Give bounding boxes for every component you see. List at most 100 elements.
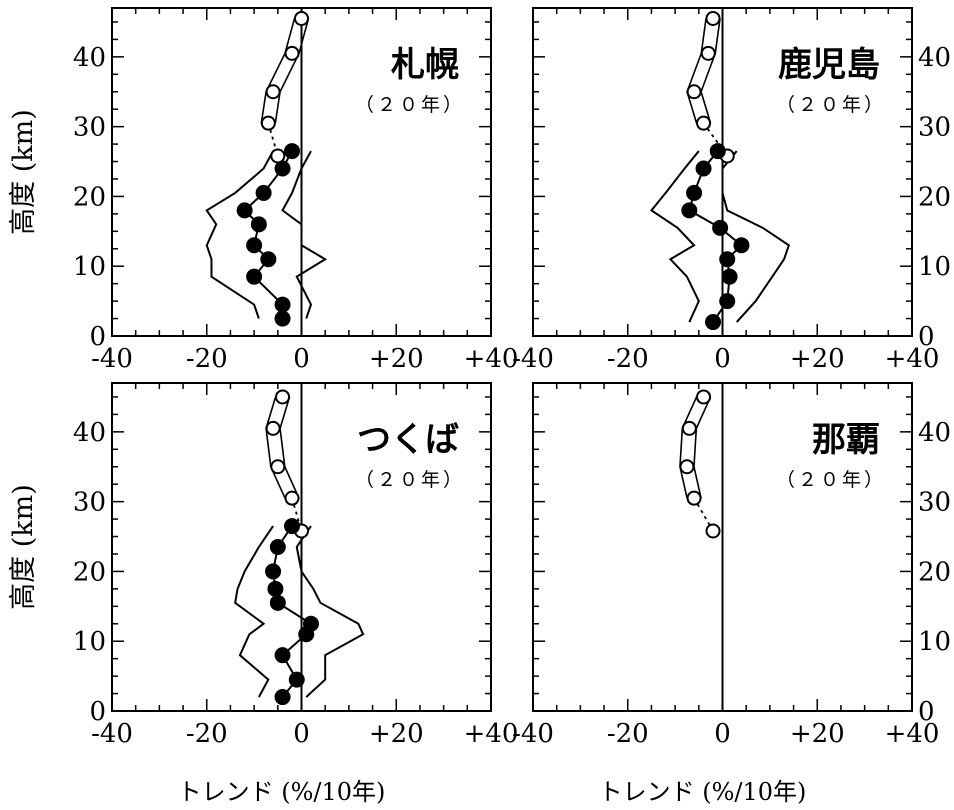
filled-marker	[274, 310, 291, 327]
y-axis-title: 高度 (km)	[8, 109, 39, 235]
x-tick-label: -40	[512, 344, 554, 374]
open-marker	[265, 420, 281, 436]
filled-marker	[274, 689, 291, 706]
filled-marker	[686, 184, 703, 201]
x-tick-label: 0	[293, 719, 310, 749]
open-band-right	[279, 396, 300, 499]
period-label: （２０年）	[355, 469, 465, 491]
filled-marker	[250, 216, 267, 233]
open-band-left	[260, 18, 296, 124]
x-tick-label: -20	[186, 344, 228, 374]
envelope-right	[721, 150, 791, 323]
y-tick-label: 20	[73, 557, 106, 587]
y-tick-label: 20	[918, 557, 951, 587]
filled-marker	[274, 296, 291, 313]
y-axis-title: 高度 (km)	[8, 484, 39, 610]
y-tick-label: 30	[918, 488, 951, 518]
filled-marker	[284, 518, 301, 535]
open-marker	[686, 84, 702, 100]
open-band-left	[686, 18, 707, 124]
chart-panel-0: -40 -20 0 +20 +40 0 10 20 30 40 札幌 （２０年） 高度 (km)	[8, 7, 519, 374]
x-tick-label: +40	[885, 719, 940, 749]
filled-marker	[246, 237, 263, 254]
x-tick-label: +40	[885, 344, 940, 374]
x-tick-label: -20	[607, 719, 649, 749]
period-label: （２０年）	[776, 469, 886, 491]
envelope-left	[649, 150, 700, 323]
period-label: （２０年）	[355, 94, 465, 116]
y-tick-label: 40	[73, 418, 106, 448]
filled-marker	[274, 160, 291, 177]
open-marker	[696, 115, 712, 131]
filled-marker	[733, 237, 750, 254]
envelope-right	[281, 150, 328, 319]
open-band-right	[274, 18, 310, 124]
y-tick-label: 10	[73, 627, 106, 657]
envelope-left	[234, 525, 274, 698]
open-marker	[270, 459, 286, 475]
open-marker	[265, 84, 281, 100]
filled-marker	[236, 202, 253, 219]
station-title: つくば	[357, 420, 459, 460]
open-marker	[705, 523, 721, 539]
y-tick-label: 40	[73, 43, 106, 73]
filled-series-line	[272, 525, 313, 698]
x-tick-label: +40	[464, 344, 519, 374]
open-band-right	[700, 18, 721, 124]
filled-marker	[269, 539, 286, 555]
filled-marker	[709, 143, 726, 160]
period-label: （２０年）	[776, 94, 886, 116]
open-marker	[679, 459, 695, 475]
x-tick-label: -40	[91, 719, 133, 749]
open-marker	[260, 115, 276, 131]
filled-marker	[298, 626, 315, 643]
x-tick-label: -40	[91, 344, 133, 374]
filled-marker	[274, 647, 291, 664]
x-tick-label: 0	[714, 344, 731, 374]
filled-marker	[721, 268, 738, 285]
x-axis-title: トレンド (%/10年)	[178, 778, 386, 806]
filled-marker	[712, 219, 729, 236]
chart-panel-2: -40 -20 0 +20 +40 0 10 20 30 40 つくば （２０年） 高度 (km) トレン…	[8, 382, 518, 806]
open-marker	[686, 490, 702, 506]
y-tick-label: 30	[73, 488, 106, 518]
y-tick-label: 30	[918, 113, 951, 143]
x-tick-label: -20	[186, 719, 228, 749]
y-tick-label: 10	[73, 252, 106, 282]
open-band-left	[679, 396, 698, 499]
filled-series-line	[688, 150, 743, 323]
y-tick-label: 10	[918, 252, 951, 282]
open-marker	[696, 389, 712, 405]
open-marker	[284, 490, 300, 506]
station-title: 札幌	[391, 45, 459, 85]
x-tick-label: 0	[714, 719, 731, 749]
open-marker	[681, 420, 697, 436]
filled-marker	[284, 143, 301, 160]
filled-marker	[288, 671, 305, 688]
open-marker	[294, 10, 309, 26]
x-tick-label: -20	[607, 344, 649, 374]
x-axis-title: トレンド (%/10年)	[599, 778, 807, 806]
filled-marker	[246, 268, 263, 285]
open-marker	[700, 45, 716, 61]
filled-series-line	[243, 150, 293, 319]
y-tick-label: 20	[73, 182, 106, 212]
filled-marker	[719, 293, 736, 310]
envelope-left	[205, 150, 274, 319]
filled-marker	[265, 563, 282, 580]
x-tick-label: +20	[369, 344, 424, 374]
open-band-left	[265, 396, 286, 499]
x-tick-label: -40	[512, 719, 554, 749]
y-tick-label: 0	[918, 697, 935, 727]
x-tick-label: +20	[790, 344, 845, 374]
filled-marker	[681, 202, 698, 219]
open-marker	[270, 148, 286, 164]
y-tick-label: 0	[89, 322, 106, 352]
x-tick-label: 0	[293, 344, 310, 374]
x-tick-label: +20	[369, 719, 424, 749]
filled-marker	[705, 314, 722, 331]
